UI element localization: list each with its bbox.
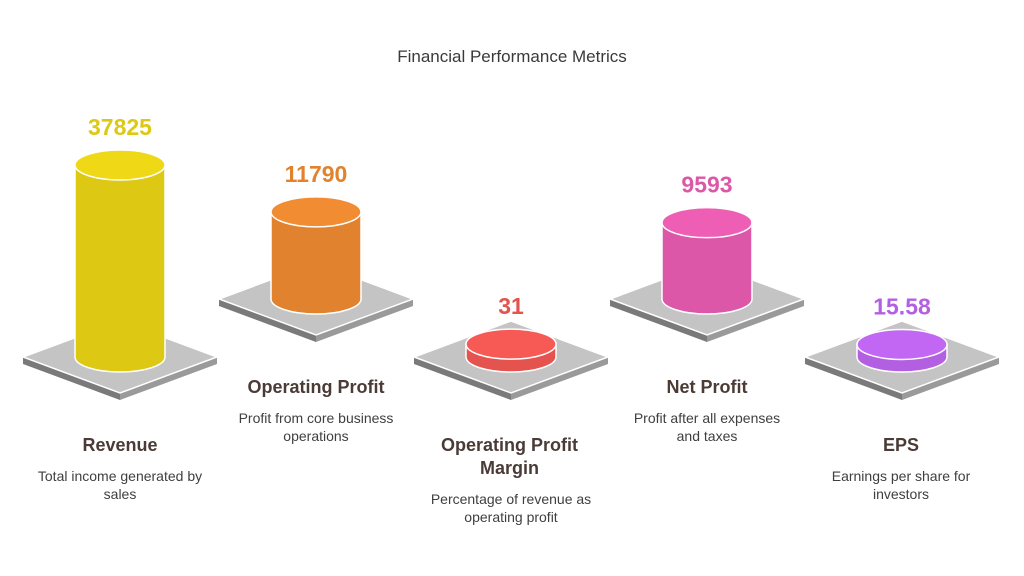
metric-desc-net-profit: Profit after all expenses and taxes: [633, 410, 781, 444]
metric-name-operating-profit: Operating Profit: [247, 377, 385, 397]
value-label-eps: 15.58: [873, 293, 931, 319]
bar-revenue: [74, 164, 166, 373]
value-label-revenue: 37825: [88, 114, 152, 140]
bar-operating-profit: [270, 211, 362, 315]
value-label-operating-profit-margin: 31: [498, 293, 524, 319]
bar-top-net-profit: [661, 206, 753, 239]
bar-top-operating-profit-margin: [465, 328, 557, 360]
bar-group-operating-profit-margin: 31: [411, 293, 611, 400]
metric-name-eps: EPS: [882, 435, 920, 455]
bar-group-revenue: 37825: [20, 114, 220, 400]
plate-left-side: [610, 299, 707, 342]
metric-desc-revenue: Total income generated by sales: [37, 468, 203, 502]
plate-right-side: [120, 357, 217, 400]
plate-left-side: [805, 357, 902, 400]
plate-left-side: [219, 299, 316, 342]
metric-desc-operating-profit-margin: Percentage of revenue as operating profi…: [430, 491, 592, 525]
plate-right-side: [316, 299, 413, 342]
value-label-operating-profit: 11790: [285, 161, 348, 187]
bar-group-net-profit: 9593: [607, 172, 807, 342]
bar-net-profit: [661, 221, 753, 315]
plate-right-side: [902, 357, 999, 400]
plate-right-side: [511, 357, 608, 400]
chart-title: Financial Performance Metrics: [397, 47, 627, 66]
plate-left-side: [23, 357, 120, 400]
bar-top-operating-profit: [270, 196, 362, 228]
value-label-net-profit: 9593: [681, 172, 732, 198]
bar-group-operating-profit: 11790: [216, 161, 416, 342]
bar-top-revenue: [74, 149, 166, 181]
metric-desc-operating-profit: Profit from core business operations: [238, 410, 394, 444]
bar-top-eps: [856, 328, 948, 361]
bar-group-eps: 15.58: [802, 293, 1002, 400]
metric-name-net-profit: Net Profit: [666, 377, 748, 397]
metric-name-operating-profit-margin: Operating Profit Margin: [440, 435, 578, 478]
plate-right-side: [707, 299, 804, 342]
plate-left-side: [414, 357, 511, 400]
metric-name-revenue: Revenue: [82, 435, 158, 455]
metric-desc-eps: Earnings per share for investors: [831, 468, 971, 502]
